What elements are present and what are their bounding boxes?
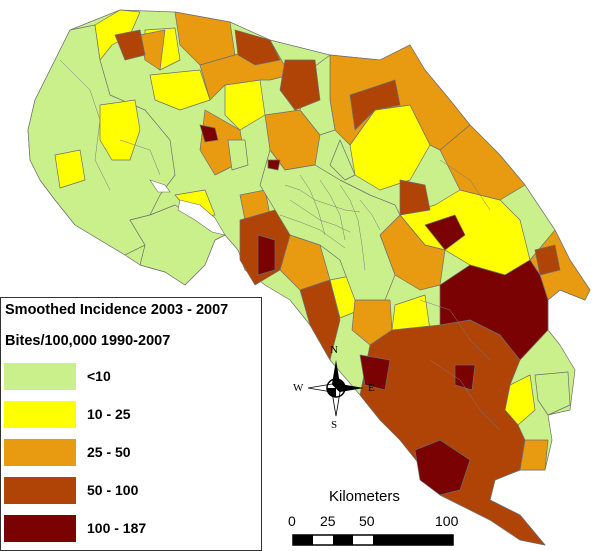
region-d4 — [199, 124, 219, 143]
region-y5 — [149, 69, 211, 111]
legend-label: 50 - 100 — [87, 482, 139, 498]
region-d1 — [439, 259, 549, 361]
region-d5 — [257, 234, 276, 276]
region-d2 — [424, 214, 466, 251]
scale-tick-100: 100 — [435, 513, 459, 529]
region-d8 — [267, 159, 281, 171]
legend-swatch — [4, 401, 76, 428]
scale-bar-graphic — [292, 534, 454, 546]
region-o7 — [379, 214, 446, 291]
north-arrow-compass: N S W E — [293, 344, 376, 431]
compass-rose-icon — [307, 360, 364, 417]
region-d3 — [414, 439, 471, 496]
region-g5 — [227, 139, 249, 171]
map-legend: Smoothed Incidence 2003 - 2007 Bites/100… — [0, 297, 262, 551]
compass-east: E — [368, 382, 375, 394]
legend-swatch — [4, 439, 76, 466]
scale-bar: Kilometers 0 25 50 100 — [285, 486, 470, 548]
scale-tick-25: 25 — [320, 513, 336, 529]
legend-label: 100 - 187 — [87, 520, 147, 536]
region-y3 — [54, 149, 86, 189]
legend-swatch — [4, 363, 76, 390]
region-d7 — [454, 364, 476, 391]
region-d6 — [359, 354, 391, 391]
legend-subtitle: Bites/100,000 1990-2007 — [5, 333, 171, 349]
region-b6 — [299, 279, 341, 361]
compass-west: W — [293, 382, 304, 394]
region-o3 — [329, 44, 471, 151]
region-b1 — [234, 29, 281, 66]
region-b2 — [114, 29, 146, 61]
gulf-of-nicoya — [177, 199, 226, 236]
region-g3 — [329, 139, 356, 181]
legend-title: Smoothed Incidence 2003 - 2007 — [5, 302, 229, 318]
legend-item-10-25: 10 - 25 — [1, 401, 261, 428]
scale-tick-0: 0 — [288, 513, 296, 529]
scale-title: Kilometers — [329, 488, 400, 505]
region-b9 — [534, 244, 561, 276]
legend-item-lt10: <10 — [1, 363, 261, 390]
region-b3 — [279, 59, 321, 111]
legend-swatch — [4, 515, 76, 542]
legend-label: <10 — [87, 368, 111, 384]
compass-north: N — [330, 344, 338, 356]
region-y2 — [99, 99, 141, 161]
lake-arenal — [149, 179, 171, 193]
region-b8 — [399, 179, 431, 216]
legend-label: 10 - 25 — [87, 406, 131, 422]
compass-south: S — [331, 419, 338, 431]
legend-swatch — [4, 477, 76, 504]
region-g4 — [534, 371, 571, 416]
region-o6 — [439, 124, 526, 201]
region-b4 — [349, 79, 401, 131]
legend-item-100-187: 100 - 187 — [1, 515, 261, 542]
legend-item-50-100: 50 - 100 — [1, 477, 261, 504]
scale-tick-50: 50 — [359, 513, 375, 529]
legend-label: 25 - 50 — [87, 444, 131, 460]
central-valley-boundaries — [59, 59, 501, 431]
legend-item-25-50: 25 - 50 — [1, 439, 261, 466]
